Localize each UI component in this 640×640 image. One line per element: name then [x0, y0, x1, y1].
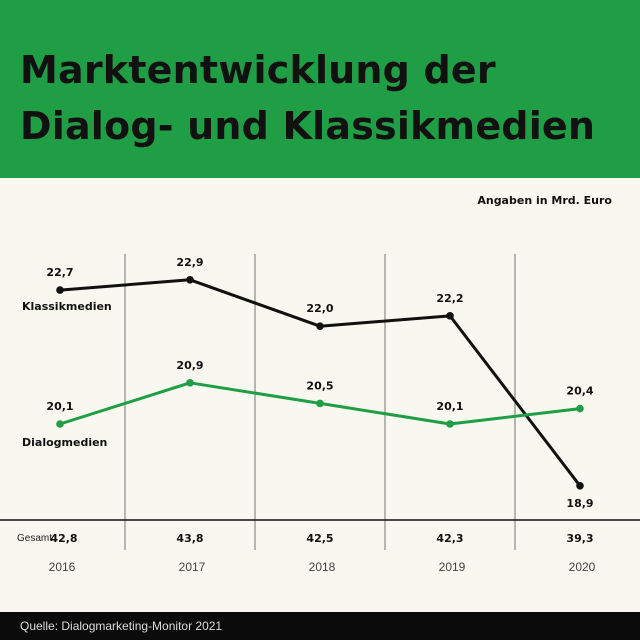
point-dialog-2019	[446, 420, 454, 428]
x-tick-2016: 2016	[49, 560, 76, 574]
series-label-dialog: Dialogmedien	[22, 436, 107, 449]
line-chart: 22,7 22,9 22,0 22,2 18,9 20,1 20,9 20,5 20,1 20,4…	[0, 254, 640, 574]
totals-label: Gesamt	[17, 533, 52, 544]
point-klassik-2018	[316, 322, 324, 330]
chart-title-line-1: Marktentwicklung der	[20, 48, 496, 92]
x-tick-2018: 2018	[309, 560, 336, 574]
total-2019: 42,3	[436, 532, 463, 545]
footer-bar: Quelle: Dialogmarketing-Monitor 2021	[0, 612, 640, 640]
point-klassik-2020	[576, 482, 584, 490]
total-2017: 43,8	[176, 532, 203, 545]
data-label-klassik-2016: 22,7	[46, 266, 73, 279]
data-label-klassik-2017: 22,9	[176, 256, 203, 269]
point-klassik-2017	[186, 276, 194, 284]
point-dialog-2020	[576, 404, 584, 413]
point-klassik-2016	[56, 286, 64, 294]
series-label-klassik: Klassikmedien	[22, 300, 112, 313]
data-label-dialog-2019: 20,1	[436, 400, 463, 413]
point-klassik-2019	[446, 312, 454, 320]
data-label-klassik-2020: 18,9	[566, 497, 593, 510]
data-label-dialog-2017: 20,9	[176, 359, 203, 372]
chart-title-line-2: Dialog- und Klassikmedien	[20, 104, 596, 148]
unit-note: Angaben in Mrd. Euro	[477, 194, 612, 207]
x-tick-2019: 2019	[439, 560, 466, 574]
x-tick-2020: 2020	[569, 560, 596, 574]
total-2018: 42,5	[306, 532, 333, 545]
total-2016: 42,8	[50, 532, 77, 545]
data-label-dialog-2016: 20,1	[46, 400, 73, 413]
total-2020: 39,3	[566, 532, 593, 545]
point-dialog-2017	[186, 379, 194, 387]
header-banner: Marktentwicklung der Dialog- und Klassik…	[0, 0, 640, 178]
point-dialog-2018	[316, 399, 324, 408]
source-note: Quelle: Dialogmarketing-Monitor 2021	[20, 619, 223, 633]
data-label-klassik-2019: 22,2	[436, 292, 463, 305]
data-label-dialog-2020: 20,4	[566, 385, 593, 398]
x-tick-2017: 2017	[179, 560, 206, 574]
data-label-dialog-2018: 20,5	[306, 379, 333, 392]
data-label-klassik-2018: 22,0	[306, 302, 333, 315]
point-dialog-2016	[56, 420, 64, 428]
